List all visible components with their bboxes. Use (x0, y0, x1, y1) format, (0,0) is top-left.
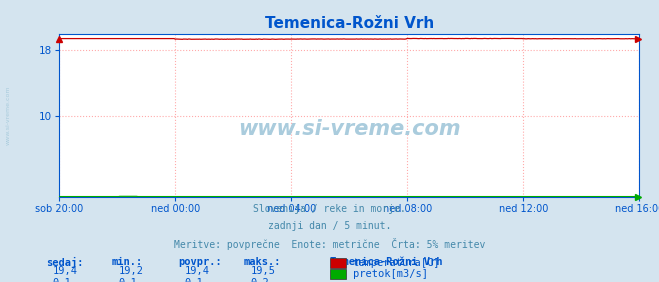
Text: zadnji dan / 5 minut.: zadnji dan / 5 minut. (268, 221, 391, 231)
Text: Temenica-Rožni Vrh: Temenica-Rožni Vrh (330, 257, 442, 266)
Text: 0,2: 0,2 (250, 278, 269, 282)
Text: min.:: min.: (112, 257, 143, 266)
Text: maks.:: maks.: (244, 257, 281, 266)
Text: 19,5: 19,5 (250, 266, 275, 276)
Text: 0,1: 0,1 (53, 278, 71, 282)
Text: pretok[m3/s]: pretok[m3/s] (353, 269, 428, 279)
Text: 19,4: 19,4 (185, 266, 210, 276)
Text: 19,2: 19,2 (119, 266, 144, 276)
Title: Temenica-Rožni Vrh: Temenica-Rožni Vrh (265, 16, 434, 31)
Text: 0,1: 0,1 (185, 278, 203, 282)
Text: Meritve: povprečne  Enote: metrične  Črta: 5% meritev: Meritve: povprečne Enote: metrične Črta:… (174, 238, 485, 250)
Text: 19,4: 19,4 (53, 266, 78, 276)
Text: temperatura[C]: temperatura[C] (353, 258, 440, 268)
Text: povpr.:: povpr.: (178, 257, 221, 266)
Text: www.si-vreme.com: www.si-vreme.com (238, 119, 461, 139)
Text: www.si-vreme.com: www.si-vreme.com (5, 86, 11, 145)
Text: 0,1: 0,1 (119, 278, 137, 282)
Text: Slovenija / reke in morje.: Slovenija / reke in morje. (253, 204, 406, 214)
Text: sedaj:: sedaj: (46, 257, 84, 268)
